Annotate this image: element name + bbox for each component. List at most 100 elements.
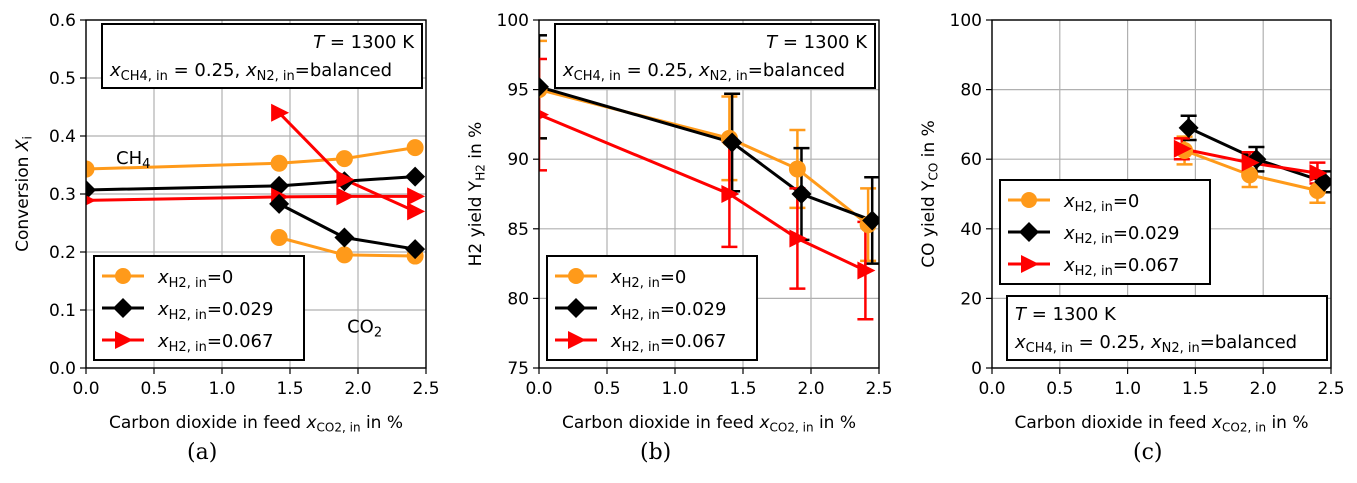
x-tick-label: 0.5 — [593, 379, 620, 399]
series-line — [539, 113, 867, 272]
x-tick-label: 2.5 — [865, 379, 892, 399]
data-point — [407, 202, 426, 221]
data-point — [271, 103, 290, 122]
data-point — [336, 170, 355, 189]
y-tick-label: 0.2 — [49, 243, 76, 263]
axes-frame — [538, 19, 880, 369]
legend: xH2, in=0 xH2, in=0.029 xH2, in=0.067 — [999, 179, 1211, 285]
x-tick-label: 1.5 — [729, 379, 756, 399]
legend-label: xH2, in=0.067 — [157, 331, 273, 355]
y-axis-label: H2 yield YH2 in % — [466, 122, 488, 267]
data-point — [1178, 117, 1199, 138]
x-tick-label: 1.0 — [1114, 379, 1141, 399]
y-tick-label: 20 — [960, 289, 982, 309]
legend-marker — [115, 268, 131, 284]
data-point — [86, 179, 96, 200]
x-tick-label: 2.0 — [797, 379, 824, 399]
y-tick-label: 100 — [950, 11, 982, 31]
y-tick-label: 0.5 — [49, 69, 76, 89]
legend-label: xH2, in=0.067 — [610, 331, 726, 355]
legend: xH2, in=0 xH2, in=0.029 xH2, in=0.067 — [546, 255, 758, 361]
legend-label: xH2, in=0.067 — [1063, 255, 1179, 279]
y-tick-label: 85 — [507, 220, 529, 240]
condition-composition: xCH4, in = 0.25, xN2, in=balanced — [1014, 332, 1297, 356]
legend-label: xH2, in=0.029 — [157, 299, 273, 323]
legend-marker — [115, 331, 133, 349]
legend-marker — [568, 331, 586, 349]
data-point — [407, 187, 426, 206]
data-point — [86, 195, 96, 206]
x-tick-label: 1.5 — [276, 379, 303, 399]
series-line — [539, 88, 870, 226]
data-point — [539, 76, 549, 97]
y-tick-label: 100 — [497, 11, 529, 31]
legend-label: xH2, in=0 — [610, 267, 686, 291]
y-tick-label: 95 — [507, 81, 529, 101]
annotation-co2: CO2 — [347, 316, 382, 340]
chart-panel-b: 0.0 0.5 1.0 1.5 2.0 2.5 75 80 85 90 95 100 Carbon di… — [466, 11, 893, 435]
plot-area — [1173, 114, 1331, 204]
legend-marker — [1021, 192, 1037, 208]
plot-area — [86, 103, 426, 265]
legend-label: xH2, in=0 — [1063, 191, 1139, 215]
x-tick-label: 2.0 — [344, 379, 371, 399]
x-axis-label: Carbon dioxide in feed xCO2, in in % — [1014, 413, 1308, 435]
panel-label-b: (b) — [640, 440, 672, 465]
legend-marker — [1021, 255, 1039, 273]
series-line — [539, 85, 873, 222]
axes-frame — [85, 19, 427, 369]
y-tick-label: 0.4 — [49, 127, 76, 147]
data-point — [789, 229, 808, 248]
condition-box: T = 1300 K xCH4, in = 0.25, xN2, in=balan… — [1006, 295, 1328, 361]
y-tick-label: 75 — [507, 359, 529, 379]
data-point — [335, 246, 353, 264]
legend-marker — [1019, 222, 1039, 242]
data-point — [722, 132, 743, 153]
data-point — [862, 210, 879, 231]
x-tick-label: 2.0 — [1250, 379, 1277, 399]
x-tick-label: 1.0 — [661, 379, 688, 399]
y-tick-label: 60 — [960, 150, 982, 170]
chart-panel-c: 0.0 0.5 1.0 1.5 2.0 2.5 0 20 40 60 80 100 Carbon dio… — [919, 11, 1345, 435]
y-tick-label: 90 — [507, 150, 529, 170]
x-axis-label: Carbon dioxide in feed xCO2, in in % — [109, 413, 403, 435]
data-point — [1314, 171, 1331, 192]
data-point — [1173, 139, 1192, 158]
legend-label: xH2, in=0.029 — [1063, 223, 1179, 247]
y-tick-label: 0.3 — [49, 185, 76, 205]
legend-label: xH2, in=0 — [157, 267, 233, 291]
condition-box: T = 1300 K xCH4, in = 0.25, xN2, in=balan… — [101, 23, 423, 89]
y-tick-label: 80 — [507, 289, 529, 309]
data-point — [539, 109, 549, 120]
x-tick-label: 0.0 — [72, 379, 99, 399]
y-axis-label: CO yield YCO in % — [919, 120, 941, 268]
series-line — [86, 146, 416, 171]
x-axis-label: Carbon dioxide in feed xCO2, in in % — [562, 413, 856, 435]
data-point — [270, 154, 288, 172]
x-tick-label: 1.5 — [1182, 379, 1209, 399]
data-point — [788, 160, 806, 178]
axes-frame — [991, 19, 1332, 369]
condition-temperature: T = 1300 K — [313, 32, 415, 53]
legend-marker — [113, 298, 133, 318]
series-line — [86, 194, 416, 202]
data-point — [791, 184, 812, 204]
plot-area — [539, 34, 879, 321]
condition-box-frame — [554, 23, 876, 89]
x-tick-label: 2.5 — [412, 379, 439, 399]
x-tick-label: 2.5 — [1317, 379, 1344, 399]
y-tick-label: 0.1 — [49, 301, 76, 321]
x-tick-label: 1.0 — [208, 379, 235, 399]
annotation-ch4: CH4 — [116, 148, 150, 172]
y-tick-label: 80 — [960, 81, 982, 101]
data-point — [405, 239, 426, 260]
legend-marker — [566, 298, 586, 318]
y-tick-label: 0.6 — [49, 11, 76, 31]
condition-temperature: T = 1300 K — [1015, 304, 1117, 325]
data-point — [334, 227, 355, 248]
x-tick-label: 0.0 — [978, 379, 1005, 399]
data-point — [857, 261, 876, 280]
data-point — [721, 185, 740, 203]
